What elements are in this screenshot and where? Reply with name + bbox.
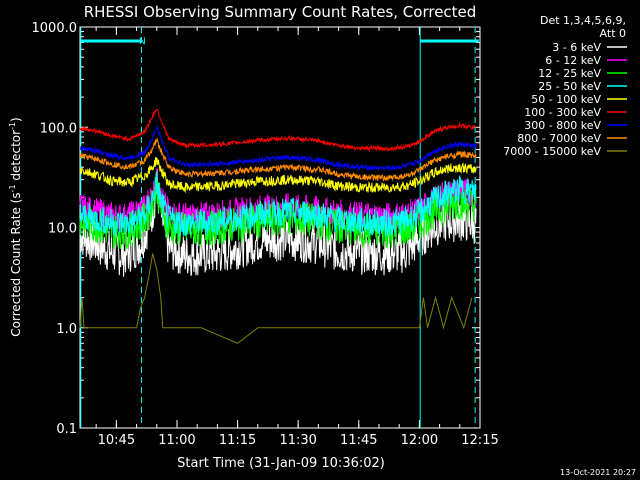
- y-axis-label-sup1: -1: [8, 184, 17, 192]
- series-line: [79, 253, 473, 344]
- series-line: [79, 138, 477, 182]
- x-tick-label: 12:15: [461, 433, 498, 448]
- series-line: [79, 108, 477, 152]
- legend-label: 7000 - 15000 keV: [503, 145, 601, 158]
- y-axis-label: Corrected Count Rate (s-1 detector-1): [8, 117, 23, 336]
- series-lines: [79, 108, 477, 344]
- x-tick-label: 12:00: [401, 433, 438, 448]
- flag-label: N: [139, 37, 146, 47]
- y-axis-label-mid: detector: [9, 130, 23, 185]
- series-line: [79, 171, 477, 237]
- legend-label: 25 - 50 keV: [538, 80, 601, 93]
- legend-label: 6 - 12 keV: [545, 54, 601, 67]
- x-tick-label: 11:15: [219, 433, 256, 448]
- legend-label: 12 - 25 keV: [538, 67, 601, 80]
- y-tick-label: 0.1: [56, 422, 77, 437]
- x-tick-label: 10:45: [98, 433, 135, 448]
- y-axis-label-end: ): [9, 117, 23, 122]
- y-tick-label: 1.0: [56, 322, 77, 337]
- series-line: [79, 168, 477, 277]
- y-tick-label: 1000.0: [32, 21, 78, 36]
- chart-title: RHESSI Observing Summary Count Rates, Co…: [84, 3, 477, 21]
- legend-label: 800 - 7000 keV: [517, 132, 601, 145]
- legend-subtitle: Att 0: [600, 27, 626, 40]
- legend-label: 100 - 300 keV: [524, 106, 601, 119]
- y-tick-label: 10.0: [48, 222, 77, 237]
- series-line: [79, 157, 477, 194]
- timestamp: 13-Oct-2021 20:27: [560, 468, 636, 477]
- x-tick-label: 11:30: [279, 433, 316, 448]
- y-tick-label: 100.0: [40, 121, 77, 136]
- x-tick-label: 11:00: [158, 433, 195, 448]
- x-axis-ticks: 10:45 11:00 11:15 11:30 11:45 12:00 12:15: [95, 27, 499, 448]
- legend-label: 300 - 800 keV: [524, 119, 601, 132]
- y-axis-label-main: Corrected Count Rate (s: [9, 192, 23, 336]
- legend-label: 3 - 6 keV: [552, 41, 601, 54]
- series-line: [79, 125, 477, 172]
- y-axis-label-sup2: -1: [8, 122, 17, 130]
- legend-title: Det 1,3,4,5,6,9,: [540, 14, 626, 27]
- y-axis-ticks: 1000.0 100.0 10.0 1.0 0.1: [32, 21, 480, 437]
- x-tick-label: 11:45: [340, 433, 377, 448]
- legend-label: 50 - 100 keV: [531, 93, 601, 106]
- x-axis-label: Start Time (31-Jan-09 10:36:02): [177, 456, 385, 471]
